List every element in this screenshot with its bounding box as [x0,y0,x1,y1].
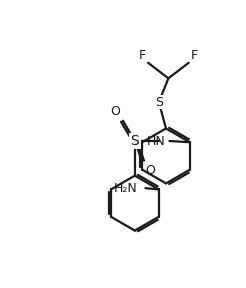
Text: O: O [111,105,121,118]
Text: O: O [146,164,155,177]
Text: F: F [138,49,146,62]
Text: S: S [130,134,139,148]
Text: HN: HN [147,134,166,147]
Text: S: S [155,96,163,109]
Text: H₂N: H₂N [113,182,137,195]
Text: F: F [191,49,198,62]
